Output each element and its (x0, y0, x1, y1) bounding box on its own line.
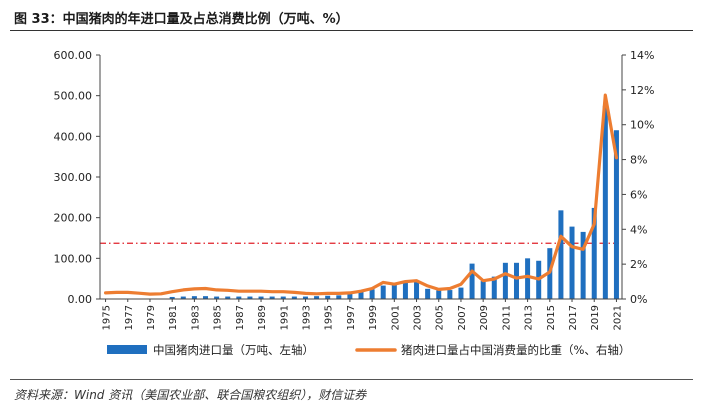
x-tick-label: 2011 (501, 305, 512, 330)
bar-2019 (591, 207, 597, 299)
x-tick-label: 1989 (257, 305, 268, 330)
y-left-tick-label: 500.00 (54, 90, 93, 103)
bar-1993 (302, 296, 308, 299)
bar-1999 (369, 289, 375, 299)
x-tick-label: 2001 (390, 305, 401, 330)
bar-1990 (269, 296, 275, 299)
bars (103, 105, 619, 299)
legend-bar-label: 中国猪肉进口量（万吨、左轴） (153, 343, 314, 357)
y-left-tick-label: 600.00 (54, 49, 93, 62)
bar-1987 (236, 296, 242, 299)
x-tick-label: 2009 (479, 305, 490, 330)
y-right-tick-label: 6% (630, 188, 647, 201)
line-series (103, 93, 619, 296)
bar-2012 (513, 262, 519, 299)
bar-2011 (502, 262, 508, 299)
x-tick-label: 2019 (590, 305, 601, 330)
bar-2007 (458, 287, 464, 299)
x-tick-label: 1999 (368, 305, 379, 330)
bar-1981 (169, 296, 175, 299)
y-left-tick-label: 400.00 (54, 130, 93, 143)
bar-1986 (225, 296, 231, 299)
y-left-tick-label: 100.00 (54, 252, 93, 265)
legend: 中国猪肉进口量（万吨、左轴） 猪肉进口量占中国消费量的比重（%、右轴） (107, 343, 630, 357)
bar-2020 (602, 105, 608, 299)
bar-1996 (336, 295, 342, 299)
y-right-tick-label: 12% (630, 84, 654, 97)
bar-1985 (214, 296, 220, 299)
y-right-tick-label: 4% (630, 223, 647, 236)
bar-2005 (436, 290, 442, 299)
x-tick-label: 2005 (435, 305, 446, 330)
bar-2008 (469, 263, 475, 299)
x-tick-label: 1997 (346, 305, 357, 330)
bar-1989 (258, 296, 264, 299)
bar-2016 (558, 210, 564, 299)
bar-2009 (480, 281, 486, 299)
bar-1995 (325, 295, 331, 299)
bar-2004 (425, 288, 431, 299)
bar-2013 (525, 258, 531, 299)
bar-1982 (180, 296, 186, 299)
figure-title: 图 33：中国猪肉的年进口量及占总消费比例（万吨、%） (14, 12, 349, 27)
bar-2001 (391, 284, 397, 299)
y-left-tick-label: 300.00 (54, 171, 93, 184)
share-line (103, 93, 619, 296)
title-rule (10, 30, 693, 31)
x-tick-label: 2021 (612, 305, 623, 330)
bar-2021 (613, 130, 619, 299)
source-rule (10, 379, 693, 380)
x-tick-label: 1991 (279, 305, 290, 330)
bar-1998 (358, 290, 364, 299)
bar-1988 (247, 296, 253, 299)
legend-line-label: 猪肉进口量占中国消费量的比重（%、右轴） (401, 343, 630, 357)
bar-1994 (314, 296, 320, 299)
bar-2010 (491, 276, 497, 299)
y-left-tick-label: 0.00 (68, 293, 93, 306)
x-tick-label: 1975 (102, 305, 113, 330)
x-tick-label: 1987 (235, 305, 246, 330)
x-tick-label: 2013 (524, 305, 535, 330)
y-right-tick-label: 2% (630, 258, 647, 271)
bar-2006 (447, 290, 453, 299)
bar-1983 (191, 296, 197, 299)
legend-bar-swatch (107, 345, 147, 354)
bar-1984 (203, 296, 209, 299)
x-tick-label: 1995 (324, 305, 335, 330)
bar-2000 (380, 285, 386, 299)
y-right-tick-label: 0% (630, 293, 647, 306)
y-right-tick-label: 10% (630, 119, 654, 132)
x-tick-label: 1977 (124, 305, 135, 330)
bar-2002 (402, 282, 408, 299)
bar-2017 (569, 226, 575, 299)
bar-1991 (280, 296, 286, 299)
x-tick-label: 1985 (213, 305, 224, 330)
x-tick-label: 2003 (413, 305, 424, 330)
y-right-tick-label: 14% (630, 49, 654, 62)
bar-1997 (347, 293, 353, 299)
x-tick-label: 1979 (146, 305, 157, 330)
bar-2018 (580, 231, 586, 299)
x-tick-label: 2017 (568, 305, 579, 330)
bar-2003 (414, 281, 420, 299)
y-left-tick-label: 200.00 (54, 212, 93, 225)
x-tick-label: 1981 (168, 305, 179, 330)
bar-1992 (291, 296, 297, 299)
axes: 0.00 100.00 200.00 300.00 400.00 500.00 600.00… (54, 49, 655, 330)
x-tick-label: 2007 (457, 305, 468, 330)
source-note: 资料来源：Wind 资讯（美国农业部、联合国粮农组织），财信证券 (14, 388, 367, 402)
y-right-tick-label: 8% (630, 154, 647, 167)
x-tick-label: 1983 (190, 305, 201, 330)
x-tick-label: 1993 (301, 305, 312, 330)
x-tick-label: 2015 (546, 305, 557, 330)
